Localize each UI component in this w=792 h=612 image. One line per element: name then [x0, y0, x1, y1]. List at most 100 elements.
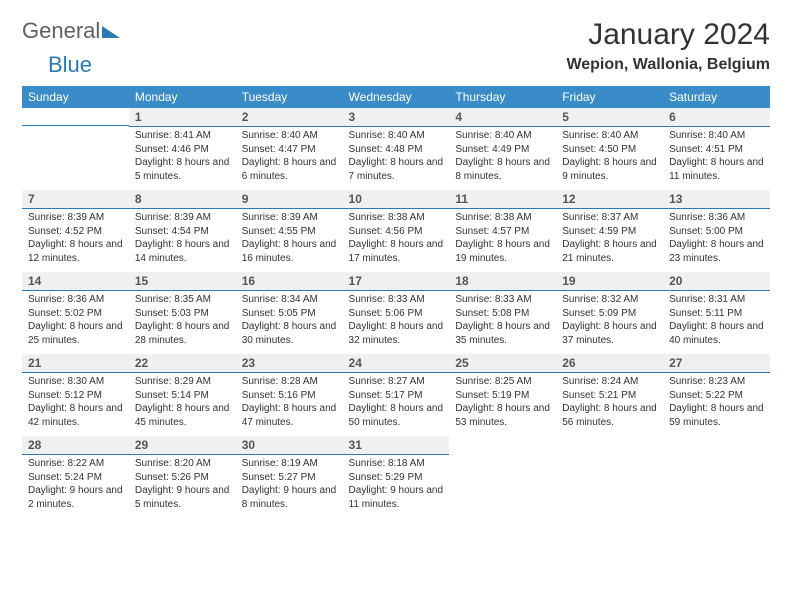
week-row: 21Sunrise: 8:30 AMSunset: 5:12 PMDayligh…	[22, 354, 770, 436]
day-number: 2	[236, 108, 343, 127]
day-number: 29	[129, 436, 236, 455]
day-number: 17	[343, 272, 450, 291]
day-cell: 28Sunrise: 8:22 AMSunset: 5:24 PMDayligh…	[22, 436, 129, 518]
day-content: Sunrise: 8:41 AMSunset: 4:46 PMDaylight:…	[129, 127, 236, 185]
day-cell: 29Sunrise: 8:20 AMSunset: 5:26 PMDayligh…	[129, 436, 236, 518]
day-number: 23	[236, 354, 343, 373]
day-cell	[663, 436, 770, 518]
day-cell: 31Sunrise: 8:18 AMSunset: 5:29 PMDayligh…	[343, 436, 450, 518]
col-saturday: Saturday	[663, 86, 770, 108]
day-content: Sunrise: 8:20 AMSunset: 5:26 PMDaylight:…	[129, 455, 236, 513]
day-cell: 14Sunrise: 8:36 AMSunset: 5:02 PMDayligh…	[22, 272, 129, 354]
day-cell: 9Sunrise: 8:39 AMSunset: 4:55 PMDaylight…	[236, 190, 343, 272]
day-content: Sunrise: 8:39 AMSunset: 4:54 PMDaylight:…	[129, 209, 236, 267]
day-cell: 30Sunrise: 8:19 AMSunset: 5:27 PMDayligh…	[236, 436, 343, 518]
day-cell: 13Sunrise: 8:36 AMSunset: 5:00 PMDayligh…	[663, 190, 770, 272]
day-cell: 1Sunrise: 8:41 AMSunset: 4:46 PMDaylight…	[129, 108, 236, 190]
day-content: Sunrise: 8:39 AMSunset: 4:52 PMDaylight:…	[22, 209, 129, 267]
day-content: Sunrise: 8:40 AMSunset: 4:47 PMDaylight:…	[236, 127, 343, 185]
day-number: 6	[663, 108, 770, 127]
day-number: 11	[449, 190, 556, 209]
col-thursday: Thursday	[449, 86, 556, 108]
day-cell	[556, 436, 663, 518]
col-tuesday: Tuesday	[236, 86, 343, 108]
day-content: Sunrise: 8:34 AMSunset: 5:05 PMDaylight:…	[236, 291, 343, 349]
day-cell: 25Sunrise: 8:25 AMSunset: 5:19 PMDayligh…	[449, 354, 556, 436]
day-number: 18	[449, 272, 556, 291]
day-cell	[22, 108, 129, 190]
day-content: Sunrise: 8:32 AMSunset: 5:09 PMDaylight:…	[556, 291, 663, 349]
day-cell: 22Sunrise: 8:29 AMSunset: 5:14 PMDayligh…	[129, 354, 236, 436]
day-content: Sunrise: 8:37 AMSunset: 4:59 PMDaylight:…	[556, 209, 663, 267]
day-number: 21	[22, 354, 129, 373]
day-number: 7	[22, 190, 129, 209]
day-content: Sunrise: 8:40 AMSunset: 4:50 PMDaylight:…	[556, 127, 663, 185]
day-cell: 18Sunrise: 8:33 AMSunset: 5:08 PMDayligh…	[449, 272, 556, 354]
day-content: Sunrise: 8:29 AMSunset: 5:14 PMDaylight:…	[129, 373, 236, 431]
day-cell: 26Sunrise: 8:24 AMSunset: 5:21 PMDayligh…	[556, 354, 663, 436]
day-content: Sunrise: 8:18 AMSunset: 5:29 PMDaylight:…	[343, 455, 450, 513]
day-content: Sunrise: 8:23 AMSunset: 5:22 PMDaylight:…	[663, 373, 770, 431]
day-content: Sunrise: 8:38 AMSunset: 4:56 PMDaylight:…	[343, 209, 450, 267]
day-cell: 2Sunrise: 8:40 AMSunset: 4:47 PMDaylight…	[236, 108, 343, 190]
day-content: Sunrise: 8:31 AMSunset: 5:11 PMDaylight:…	[663, 291, 770, 349]
week-row: 14Sunrise: 8:36 AMSunset: 5:02 PMDayligh…	[22, 272, 770, 354]
day-number: 13	[663, 190, 770, 209]
day-number: 28	[22, 436, 129, 455]
day-content: Sunrise: 8:40 AMSunset: 4:49 PMDaylight:…	[449, 127, 556, 185]
day-cell: 21Sunrise: 8:30 AMSunset: 5:12 PMDayligh…	[22, 354, 129, 436]
day-number: 16	[236, 272, 343, 291]
day-cell: 11Sunrise: 8:38 AMSunset: 4:57 PMDayligh…	[449, 190, 556, 272]
day-cell: 10Sunrise: 8:38 AMSunset: 4:56 PMDayligh…	[343, 190, 450, 272]
day-number: 3	[343, 108, 450, 127]
day-number: 30	[236, 436, 343, 455]
col-monday: Monday	[129, 86, 236, 108]
calendar-table: Sunday Monday Tuesday Wednesday Thursday…	[22, 86, 770, 518]
day-cell: 16Sunrise: 8:34 AMSunset: 5:05 PMDayligh…	[236, 272, 343, 354]
logo-text-blue: Blue	[48, 52, 92, 77]
day-number: 31	[343, 436, 450, 455]
day-number: 15	[129, 272, 236, 291]
day-cell: 7Sunrise: 8:39 AMSunset: 4:52 PMDaylight…	[22, 190, 129, 272]
day-cell: 8Sunrise: 8:39 AMSunset: 4:54 PMDaylight…	[129, 190, 236, 272]
day-number: 26	[556, 354, 663, 373]
day-content: Sunrise: 8:35 AMSunset: 5:03 PMDaylight:…	[129, 291, 236, 349]
day-cell: 24Sunrise: 8:27 AMSunset: 5:17 PMDayligh…	[343, 354, 450, 436]
day-cell: 12Sunrise: 8:37 AMSunset: 4:59 PMDayligh…	[556, 190, 663, 272]
title-block: January 2024 Wepion, Wallonia, Belgium	[566, 18, 770, 74]
day-number: 9	[236, 190, 343, 209]
day-number: 19	[556, 272, 663, 291]
col-wednesday: Wednesday	[343, 86, 450, 108]
col-friday: Friday	[556, 86, 663, 108]
week-row: 7Sunrise: 8:39 AMSunset: 4:52 PMDaylight…	[22, 190, 770, 272]
day-number: 20	[663, 272, 770, 291]
day-cell: 23Sunrise: 8:28 AMSunset: 5:16 PMDayligh…	[236, 354, 343, 436]
day-cell: 4Sunrise: 8:40 AMSunset: 4:49 PMDaylight…	[449, 108, 556, 190]
day-content: Sunrise: 8:39 AMSunset: 4:55 PMDaylight:…	[236, 209, 343, 267]
day-cell: 17Sunrise: 8:33 AMSunset: 5:06 PMDayligh…	[343, 272, 450, 354]
day-content: Sunrise: 8:28 AMSunset: 5:16 PMDaylight:…	[236, 373, 343, 431]
day-cell: 20Sunrise: 8:31 AMSunset: 5:11 PMDayligh…	[663, 272, 770, 354]
day-cell: 15Sunrise: 8:35 AMSunset: 5:03 PMDayligh…	[129, 272, 236, 354]
empty-day	[22, 108, 129, 126]
day-content: Sunrise: 8:22 AMSunset: 5:24 PMDaylight:…	[22, 455, 129, 513]
day-cell: 19Sunrise: 8:32 AMSunset: 5:09 PMDayligh…	[556, 272, 663, 354]
day-content: Sunrise: 8:38 AMSunset: 4:57 PMDaylight:…	[449, 209, 556, 267]
day-content: Sunrise: 8:24 AMSunset: 5:21 PMDaylight:…	[556, 373, 663, 431]
day-number: 27	[663, 354, 770, 373]
month-title: January 2024	[566, 18, 770, 52]
day-content: Sunrise: 8:30 AMSunset: 5:12 PMDaylight:…	[22, 373, 129, 431]
day-content: Sunrise: 8:33 AMSunset: 5:08 PMDaylight:…	[449, 291, 556, 349]
week-row: 1Sunrise: 8:41 AMSunset: 4:46 PMDaylight…	[22, 108, 770, 190]
day-content: Sunrise: 8:40 AMSunset: 4:48 PMDaylight:…	[343, 127, 450, 185]
day-cell: 6Sunrise: 8:40 AMSunset: 4:51 PMDaylight…	[663, 108, 770, 190]
day-number: 8	[129, 190, 236, 209]
location: Wepion, Wallonia, Belgium	[566, 56, 770, 74]
day-number: 1	[129, 108, 236, 127]
day-content: Sunrise: 8:40 AMSunset: 4:51 PMDaylight:…	[663, 127, 770, 185]
day-number: 25	[449, 354, 556, 373]
day-cell	[449, 436, 556, 518]
day-content: Sunrise: 8:25 AMSunset: 5:19 PMDaylight:…	[449, 373, 556, 431]
day-number: 24	[343, 354, 450, 373]
day-number: 4	[449, 108, 556, 127]
